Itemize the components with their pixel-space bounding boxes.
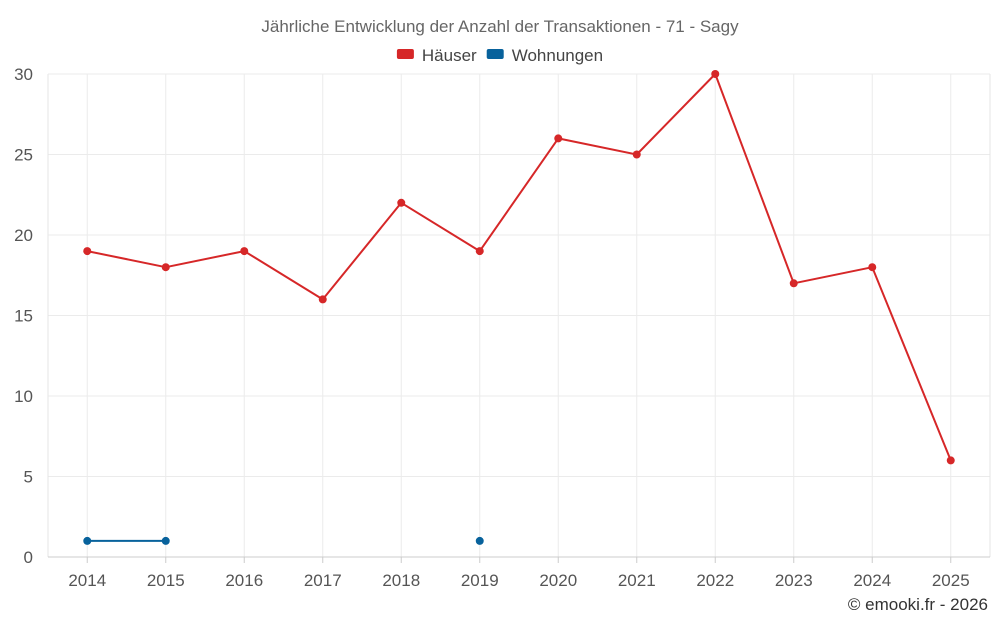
y-tick-label: 10 [14,387,33,406]
chart-title: Jährliche Entwicklung der Anzahl der Tra… [261,17,739,36]
x-tick-label: 2015 [147,571,185,590]
x-tick-label: 2020 [539,571,577,590]
legend-swatch [396,49,414,59]
x-tick-label: 2023 [775,571,813,590]
series-haeuser-point[interactable] [711,70,720,78]
series-haeuser-point[interactable] [868,263,877,272]
series-wohnungen-point[interactable] [475,536,484,545]
legend-item-haeuser[interactable]: Häuser [396,46,477,65]
series-haeuser [83,70,955,465]
legend-label: Wohnungen [512,46,603,65]
legend-label: Häuser [422,46,477,65]
grid [48,73,990,557]
x-tick-label: 2017 [304,571,342,590]
x-tick-label: 2025 [932,571,970,590]
series-haeuser-point[interactable] [554,134,563,143]
x-tick-label: 2016 [225,571,263,590]
y-tick-label: 5 [24,468,33,487]
series-haeuser-point[interactable] [632,150,641,159]
x-tick-label: 2022 [696,571,734,590]
x-tick-label: 2014 [68,571,106,590]
series-wohnungen [83,536,484,545]
series-layer [83,70,955,545]
y-tick-label: 20 [14,226,33,245]
series-haeuser-point[interactable] [161,263,170,272]
x-tick-label: 2024 [853,571,891,590]
x-tick-label: 2019 [461,571,499,590]
series-haeuser-point[interactable] [240,247,249,256]
series-wohnungen-point[interactable] [83,536,92,545]
series-haeuser-point[interactable] [397,198,406,207]
series-haeuser-point[interactable] [475,247,484,256]
series-haeuser-point[interactable] [318,295,327,304]
x-tick-label: 2018 [382,571,420,590]
legend-item-wohnungen[interactable]: Wohnungen [486,46,603,65]
y-tick-label: 15 [14,307,33,326]
series-haeuser-point[interactable] [946,456,955,465]
series-haeuser-point[interactable] [789,279,798,288]
y-tick-label: 25 [14,146,33,165]
legend[interactable]: Häuser Wohnungen [396,46,603,65]
y-tick-label: 30 [14,65,33,84]
y-tick-label: 0 [24,548,33,567]
series-haeuser-line [87,73,952,461]
series-haeuser-point[interactable] [83,247,92,256]
legend-swatch [486,49,504,59]
x-tick-label: 2021 [618,571,656,590]
series-wohnungen-point[interactable] [161,536,170,545]
credit-text: © emooki.fr - 2026 [848,595,988,614]
